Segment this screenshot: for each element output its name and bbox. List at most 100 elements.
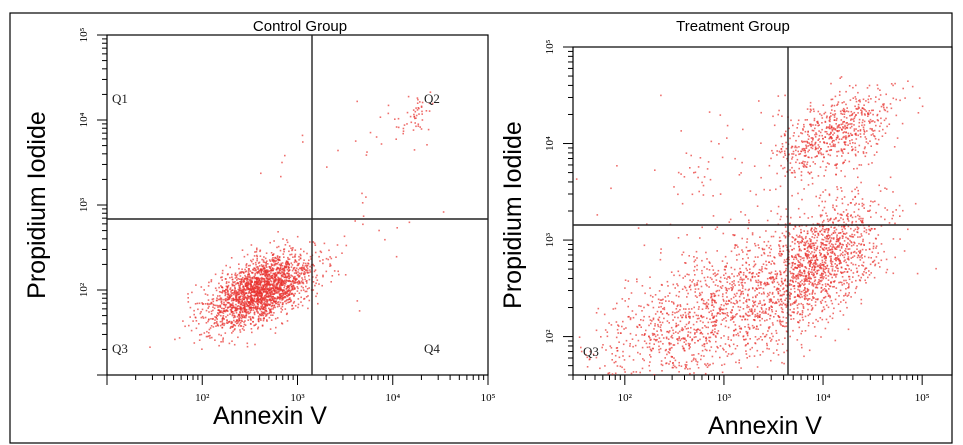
scatter-point-1-202: [792, 285, 795, 287]
scatter-point-0-1370: [291, 264, 294, 266]
scatter-point-0-2124: [248, 288, 250, 291]
scatter-point-0-983: [284, 244, 287, 246]
scatter-point-0-1317: [208, 335, 210, 337]
scatter-point-1-584: [824, 229, 827, 231]
scatter-point-0-1004: [692, 323, 695, 326]
scatter-point-0-1272: [723, 277, 726, 279]
scatter-point-0-71: [734, 347, 737, 350]
scatter-point-0-1850: [266, 304, 269, 306]
scatter-point-0-1898: [286, 272, 288, 274]
scatter-point-1-357: [819, 214, 822, 216]
scatter-point-0-1613: [262, 319, 265, 322]
scatter-point-0-990: [694, 342, 696, 344]
scatter-point-1-63: [797, 261, 800, 263]
scatter-point-0-960: [701, 291, 703, 294]
scatter-point-1-621: [821, 256, 823, 259]
scatter-point-0-1281: [754, 300, 757, 303]
scatter-point-1-1075: [830, 282, 832, 284]
scatter-point-2-183: [857, 107, 859, 110]
scatter-point-1-1006: [861, 205, 864, 207]
scatter-point-0-1275: [761, 311, 763, 314]
scatter-point-1-838: [822, 269, 825, 271]
scatter-point-0-1222: [732, 302, 735, 304]
scatter-point-0-1149: [739, 299, 741, 302]
scatter-point-0-350: [696, 257, 698, 259]
scatter-point-1-369: [828, 193, 831, 195]
scatter-point-1-997: [850, 235, 852, 238]
scatter-point-0-712: [234, 328, 236, 330]
scatter-point-1-485: [810, 261, 812, 264]
scatter-point-0-476: [804, 330, 807, 332]
scatter-point-0-1981: [274, 297, 276, 299]
scatter-point-0-1715: [246, 297, 248, 299]
scatter-point-1-1083: [795, 275, 797, 277]
scatter-point-1-406: [851, 236, 854, 238]
scatter-point-0-1717: [225, 303, 228, 306]
scatter-point-0-1633: [291, 292, 293, 295]
scatter-point-1-602: [868, 225, 870, 228]
scatter-point-1-817: [811, 268, 813, 271]
scatter-point-0-2088: [271, 259, 274, 262]
scatter-point-0-1702: [246, 288, 248, 291]
scatter-point-0-1711: [258, 307, 261, 309]
scatter-point-0-1279: [298, 282, 301, 285]
scatter-point-1-597: [823, 255, 825, 258]
scatter-point-0-935: [784, 235, 787, 238]
scatter-point-0-1491: [245, 264, 247, 266]
scatter-point-0-272: [653, 374, 656, 376]
scatter-point-0-147: [687, 334, 689, 336]
scatter-point-1-244: [824, 301, 827, 303]
scatter-point-0-636: [272, 314, 274, 316]
scatter-point-1-743: [859, 219, 862, 222]
scatter-point-0-369: [846, 306, 848, 309]
scatter-point-0-1583: [256, 302, 259, 305]
scatter-point-0-571: [729, 277, 731, 279]
scatter-point-1-8: [413, 113, 415, 116]
scatter-point-0-688: [238, 323, 241, 325]
scatter-point-0-1167: [615, 321, 618, 323]
scatter-point-1-736: [836, 246, 839, 248]
scatter-point-0-318: [302, 272, 305, 275]
scatter-point-0-763: [721, 308, 724, 311]
scatter-point-0-847: [693, 256, 695, 258]
scatter-point-0-518: [667, 338, 670, 340]
scatter-point-1-392: [830, 273, 833, 276]
scatter-point-1-944: [839, 243, 842, 246]
scatter-point-0-1532: [287, 267, 290, 270]
scatter-point-0-1452: [217, 306, 219, 309]
scatter-point-0-1917: [273, 293, 276, 295]
scatter-point-0-4: [723, 274, 725, 276]
scatter-point-0-1005: [747, 342, 749, 345]
scatter-point-0-1884: [283, 276, 286, 279]
scatter-point-0-792: [665, 336, 668, 339]
scatter-point-1-71: [885, 258, 888, 261]
scatter-point-0-1381: [263, 256, 265, 258]
scatter-point-0-353: [734, 328, 737, 331]
scatter-point-0-1937: [257, 267, 259, 270]
scatter-point-1-828: [847, 248, 849, 250]
scatter-point-0-612: [714, 228, 717, 230]
scatter-point-0-178: [246, 308, 248, 311]
scatter-point-0-1022: [693, 357, 695, 360]
scatter-point-0-1480: [226, 296, 229, 298]
scatter-point-1-782: [801, 316, 804, 319]
scatter-point-0-1562: [237, 300, 239, 302]
scatter-point-1-674: [761, 308, 763, 310]
scatter-point-0-216: [709, 336, 712, 339]
scatter-point-0-1243: [721, 364, 723, 366]
scatter-point-0-836: [233, 343, 236, 346]
scatter-point-0-349: [262, 259, 265, 261]
scatter-point-1-865: [840, 246, 843, 248]
scatter-point-2-187: [845, 131, 847, 134]
scatter-point-0-166: [297, 268, 300, 271]
scatter-point-1-1003: [821, 261, 824, 264]
scatter-point-2-15: [856, 108, 858, 110]
scatter-point-1-126: [843, 240, 846, 242]
scatter-point-1-1021: [847, 220, 850, 222]
scatter-point-0-545: [674, 365, 676, 368]
scatter-point-0-610: [316, 292, 318, 295]
scatter-point-0-1247: [234, 324, 237, 327]
scatter-point-2-226: [842, 162, 844, 165]
scatter-point-1-542: [791, 255, 793, 257]
scatter-point-2-37: [833, 132, 836, 134]
